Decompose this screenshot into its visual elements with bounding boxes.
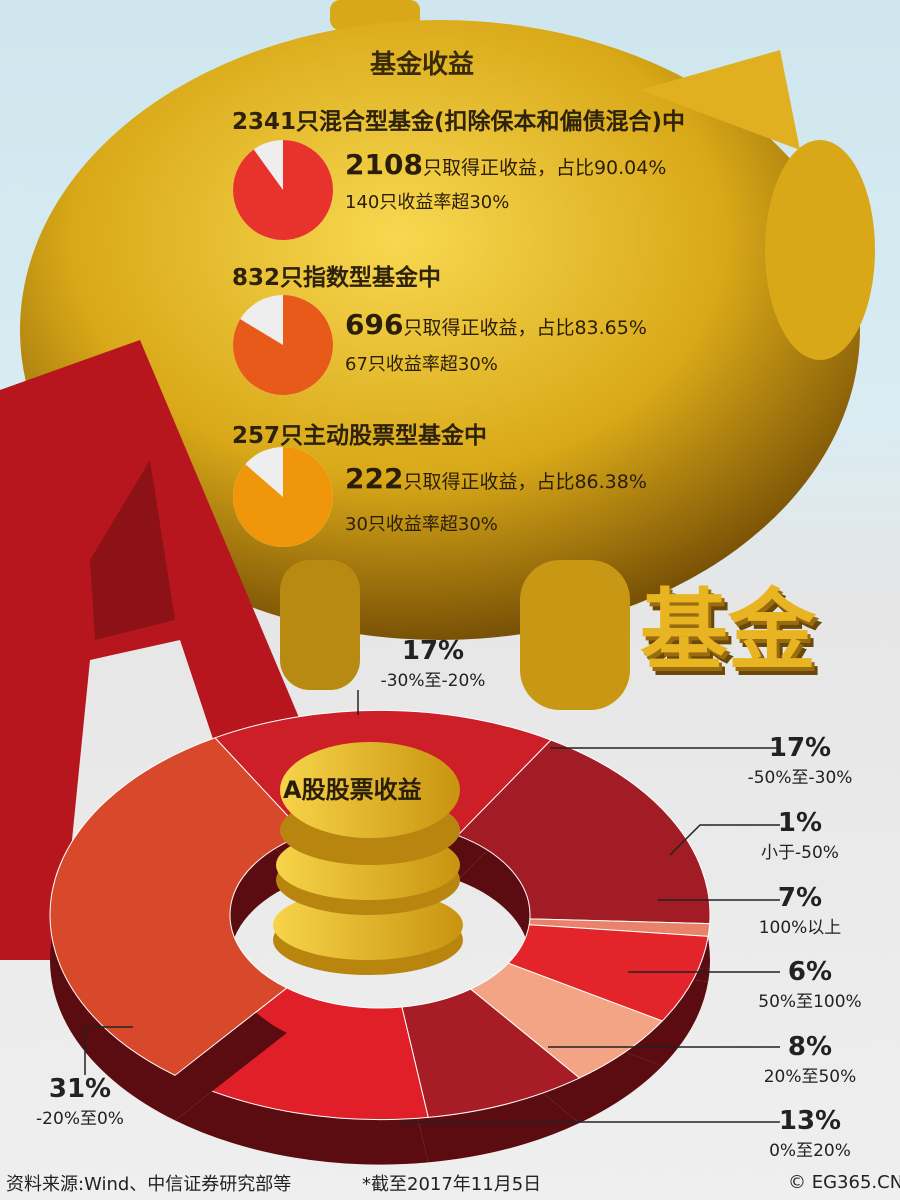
pct-label: 7% (777, 883, 823, 913)
range-label: 小于-50% (761, 843, 839, 863)
pct-label: 13% (778, 1106, 842, 1136)
label-seg-5: 8% 20%至50% (740, 1032, 880, 1087)
positive-count: 2108 (345, 148, 423, 181)
fund-pie-positive (232, 140, 333, 240)
fund-3d-text: 基金 (640, 579, 817, 682)
label-seg-2: 1% 小于-50% (740, 808, 860, 863)
label-seg-3: 7% 100%以上 (740, 883, 860, 938)
range-label: 50%至100% (758, 992, 862, 1012)
main-title: 基金收益 (370, 50, 475, 80)
fund-over30-index: 67只收益率超30% (345, 354, 498, 375)
range-label: -20%至0% (36, 1109, 124, 1129)
pct-label: 8% (787, 1032, 833, 1062)
chart-title: A股股票收益 (283, 776, 422, 804)
range-label: 20%至50% (763, 1067, 857, 1087)
fund-header-mixed: 2341只混合型基金(扣除保本和偏债混合)中 (232, 109, 686, 135)
label-seg-4: 6% 50%至100% (740, 957, 880, 1012)
coin-stack (273, 742, 463, 975)
pct-label: 17% (401, 636, 465, 666)
positive-count: 222 (345, 462, 404, 495)
letter-a-shape (0, 340, 300, 960)
pct-label: 31% (48, 1074, 112, 1104)
fund-header-stock: 257只主动股票型基金中 (232, 423, 488, 449)
positive-text: 只取得正收益，占比83.65% (403, 317, 647, 339)
fund-over30-stock: 30只收益率超30% (345, 514, 498, 535)
range-label: -30%至-20% (380, 671, 486, 691)
fund-stat-stock: 222只取得正收益，占比86.38% (345, 462, 647, 495)
fund-stat-index: 696只取得正收益，占比83.65% (345, 308, 647, 341)
label-seg-7: 31% -20%至0% (20, 1074, 140, 1129)
pct-label: 1% (777, 808, 823, 838)
fund-header-index: 832只指数型基金中 (232, 265, 442, 291)
label-seg-1: 17% -50%至-30% (740, 733, 860, 788)
leader-lines (84, 690, 780, 1123)
pct-label: 17% (768, 733, 832, 763)
fund-stat-mixed: 2108只取得正收益，占比90.04% (345, 148, 666, 181)
fund-pie-positive (232, 295, 333, 395)
pct-label: 6% (787, 957, 833, 987)
positive-text: 只取得正收益，占比86.38% (403, 471, 647, 493)
range-label: -50%至-30% (747, 768, 853, 788)
label-seg-6: 13% 0%至20% (740, 1106, 880, 1161)
donut-segment-1 (456, 739, 711, 925)
range-label: 100%以上 (758, 918, 842, 938)
piggy-bank (20, 0, 875, 710)
fund-pie-positive (233, 447, 334, 547)
positive-count: 696 (345, 308, 404, 341)
range-label: 0%至20% (769, 1141, 851, 1161)
fund-pies (232, 140, 334, 547)
positive-text: 只取得正收益，占比90.04% (422, 157, 667, 179)
date-note: *截至2017年11月5日 (362, 1174, 542, 1195)
source-note: 资料来源:Wind、中信证券研究部等 (6, 1174, 292, 1195)
fund-over30-mixed: 140只收益率超30% (345, 192, 510, 213)
copyright: © EG365.CN (788, 1172, 900, 1193)
donut-segment-7 (49, 737, 306, 1076)
label-seg-0: 17% -30%至-20% (368, 636, 498, 691)
